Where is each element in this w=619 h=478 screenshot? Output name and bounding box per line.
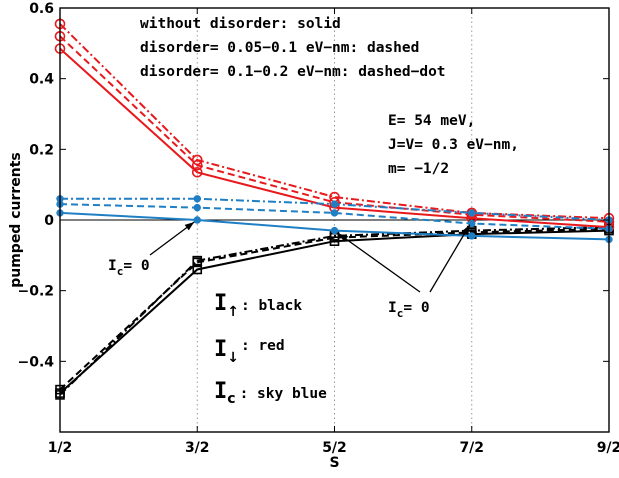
key-up-sub: ↑	[227, 304, 239, 320]
key-down: I↓: red	[214, 337, 285, 366]
key-down-sub: ↓	[227, 350, 239, 366]
y-tick-label: 0	[44, 213, 54, 229]
ic-subscript: c	[117, 265, 124, 278]
arrow-shaft	[338, 233, 421, 293]
parameters-annotation: E= 54 meV, J=V= 0.3 eV−nm, m= −1/2	[388, 113, 519, 177]
data-point	[191, 154, 203, 166]
series-skyblue-dashdot	[56, 195, 613, 224]
param-m: m= −1/2	[388, 161, 449, 177]
x-tick-label: 9/2	[597, 440, 619, 456]
key-down-symbol: I	[214, 337, 227, 362]
y-tick-label: 0.2	[29, 142, 54, 158]
y-tick-label: 0.4	[29, 72, 54, 88]
data-point	[193, 195, 201, 203]
data-point	[330, 226, 339, 235]
annotation-arrows	[149, 221, 471, 293]
x-tick-label: 7/2	[459, 440, 484, 456]
data-point	[468, 232, 476, 240]
key-up: I↑: black	[214, 291, 302, 320]
disorder-legend: without disorder: solid disorder= 0.05−0…	[140, 16, 446, 80]
key-down-label: : red	[241, 338, 285, 354]
y-axis-label: pumped currents	[8, 152, 24, 288]
x-tick-label: 5/2	[322, 440, 347, 456]
ic-symbol: I	[388, 300, 397, 316]
x-tick-label: 1/2	[48, 440, 73, 456]
ic-zero-label-left: Ic= 0	[108, 258, 150, 278]
current-key: I↑: black I↓: red Ic: sky blue	[214, 291, 327, 407]
series-layer	[54, 18, 615, 400]
y-tick-label: −0.4	[17, 354, 54, 370]
legend-line-dashdot: disorder= 0.1−0.2 eV−nm: dashed−dot	[140, 64, 446, 80]
ic-symbol: I	[108, 258, 117, 274]
ic-zero-label-right: Ic= 0	[388, 300, 430, 320]
key-c-symbol: I	[214, 379, 227, 404]
data-point	[191, 167, 203, 178]
series-red-dashed	[54, 30, 615, 228]
key-up-label: : black	[241, 298, 302, 314]
tick-labels: 1/2 3/2 5/2 7/2 9/2 −0.4 −0.2 0 0.2 0.4 0.6	[17, 1, 619, 456]
series-line	[59, 227, 610, 391]
data-point	[330, 200, 339, 208]
arrow-head	[462, 224, 470, 235]
x-tick-label: 3/2	[185, 440, 210, 456]
legend-line-solid: without disorder: solid	[140, 16, 341, 32]
ticks	[59, 7, 610, 432]
svg-text:Ic= 0: Ic= 0	[388, 300, 430, 320]
key-c-label: : sky blue	[240, 386, 328, 402]
arrow-head	[184, 222, 195, 231]
data-point	[192, 264, 203, 275]
param-energy: E= 54 meV,	[388, 113, 475, 129]
arrow-shaft	[429, 224, 471, 293]
data-point	[330, 209, 339, 217]
y-tick-label: 0.6	[29, 1, 54, 17]
series-line	[59, 23, 610, 220]
ic-equals: = 0	[403, 300, 429, 316]
series-skyblue-dashed	[56, 200, 613, 233]
arrow-head	[338, 233, 349, 242]
param-coupling: J=V= 0.3 eV−nm,	[388, 137, 519, 153]
key-c: Ic : sky blue	[214, 379, 327, 407]
legend-line-dashed: disorder= 0.05−0.1 eV−nm: dashed	[140, 40, 419, 56]
x-axis-label: S	[329, 455, 339, 471]
series-line	[59, 203, 610, 230]
data-point	[468, 209, 476, 217]
key-up-symbol: I	[214, 291, 227, 316]
series-line	[59, 226, 610, 396]
data-point	[192, 255, 203, 266]
ic-subscript: c	[397, 307, 404, 320]
svg-text:Ic= 0: Ic= 0	[108, 258, 150, 278]
y-tick-label: −0.2	[17, 284, 54, 300]
key-c-sub: c	[227, 391, 235, 407]
data-point	[193, 203, 201, 212]
data-point	[193, 216, 201, 224]
ic-equals: = 0	[123, 258, 149, 274]
